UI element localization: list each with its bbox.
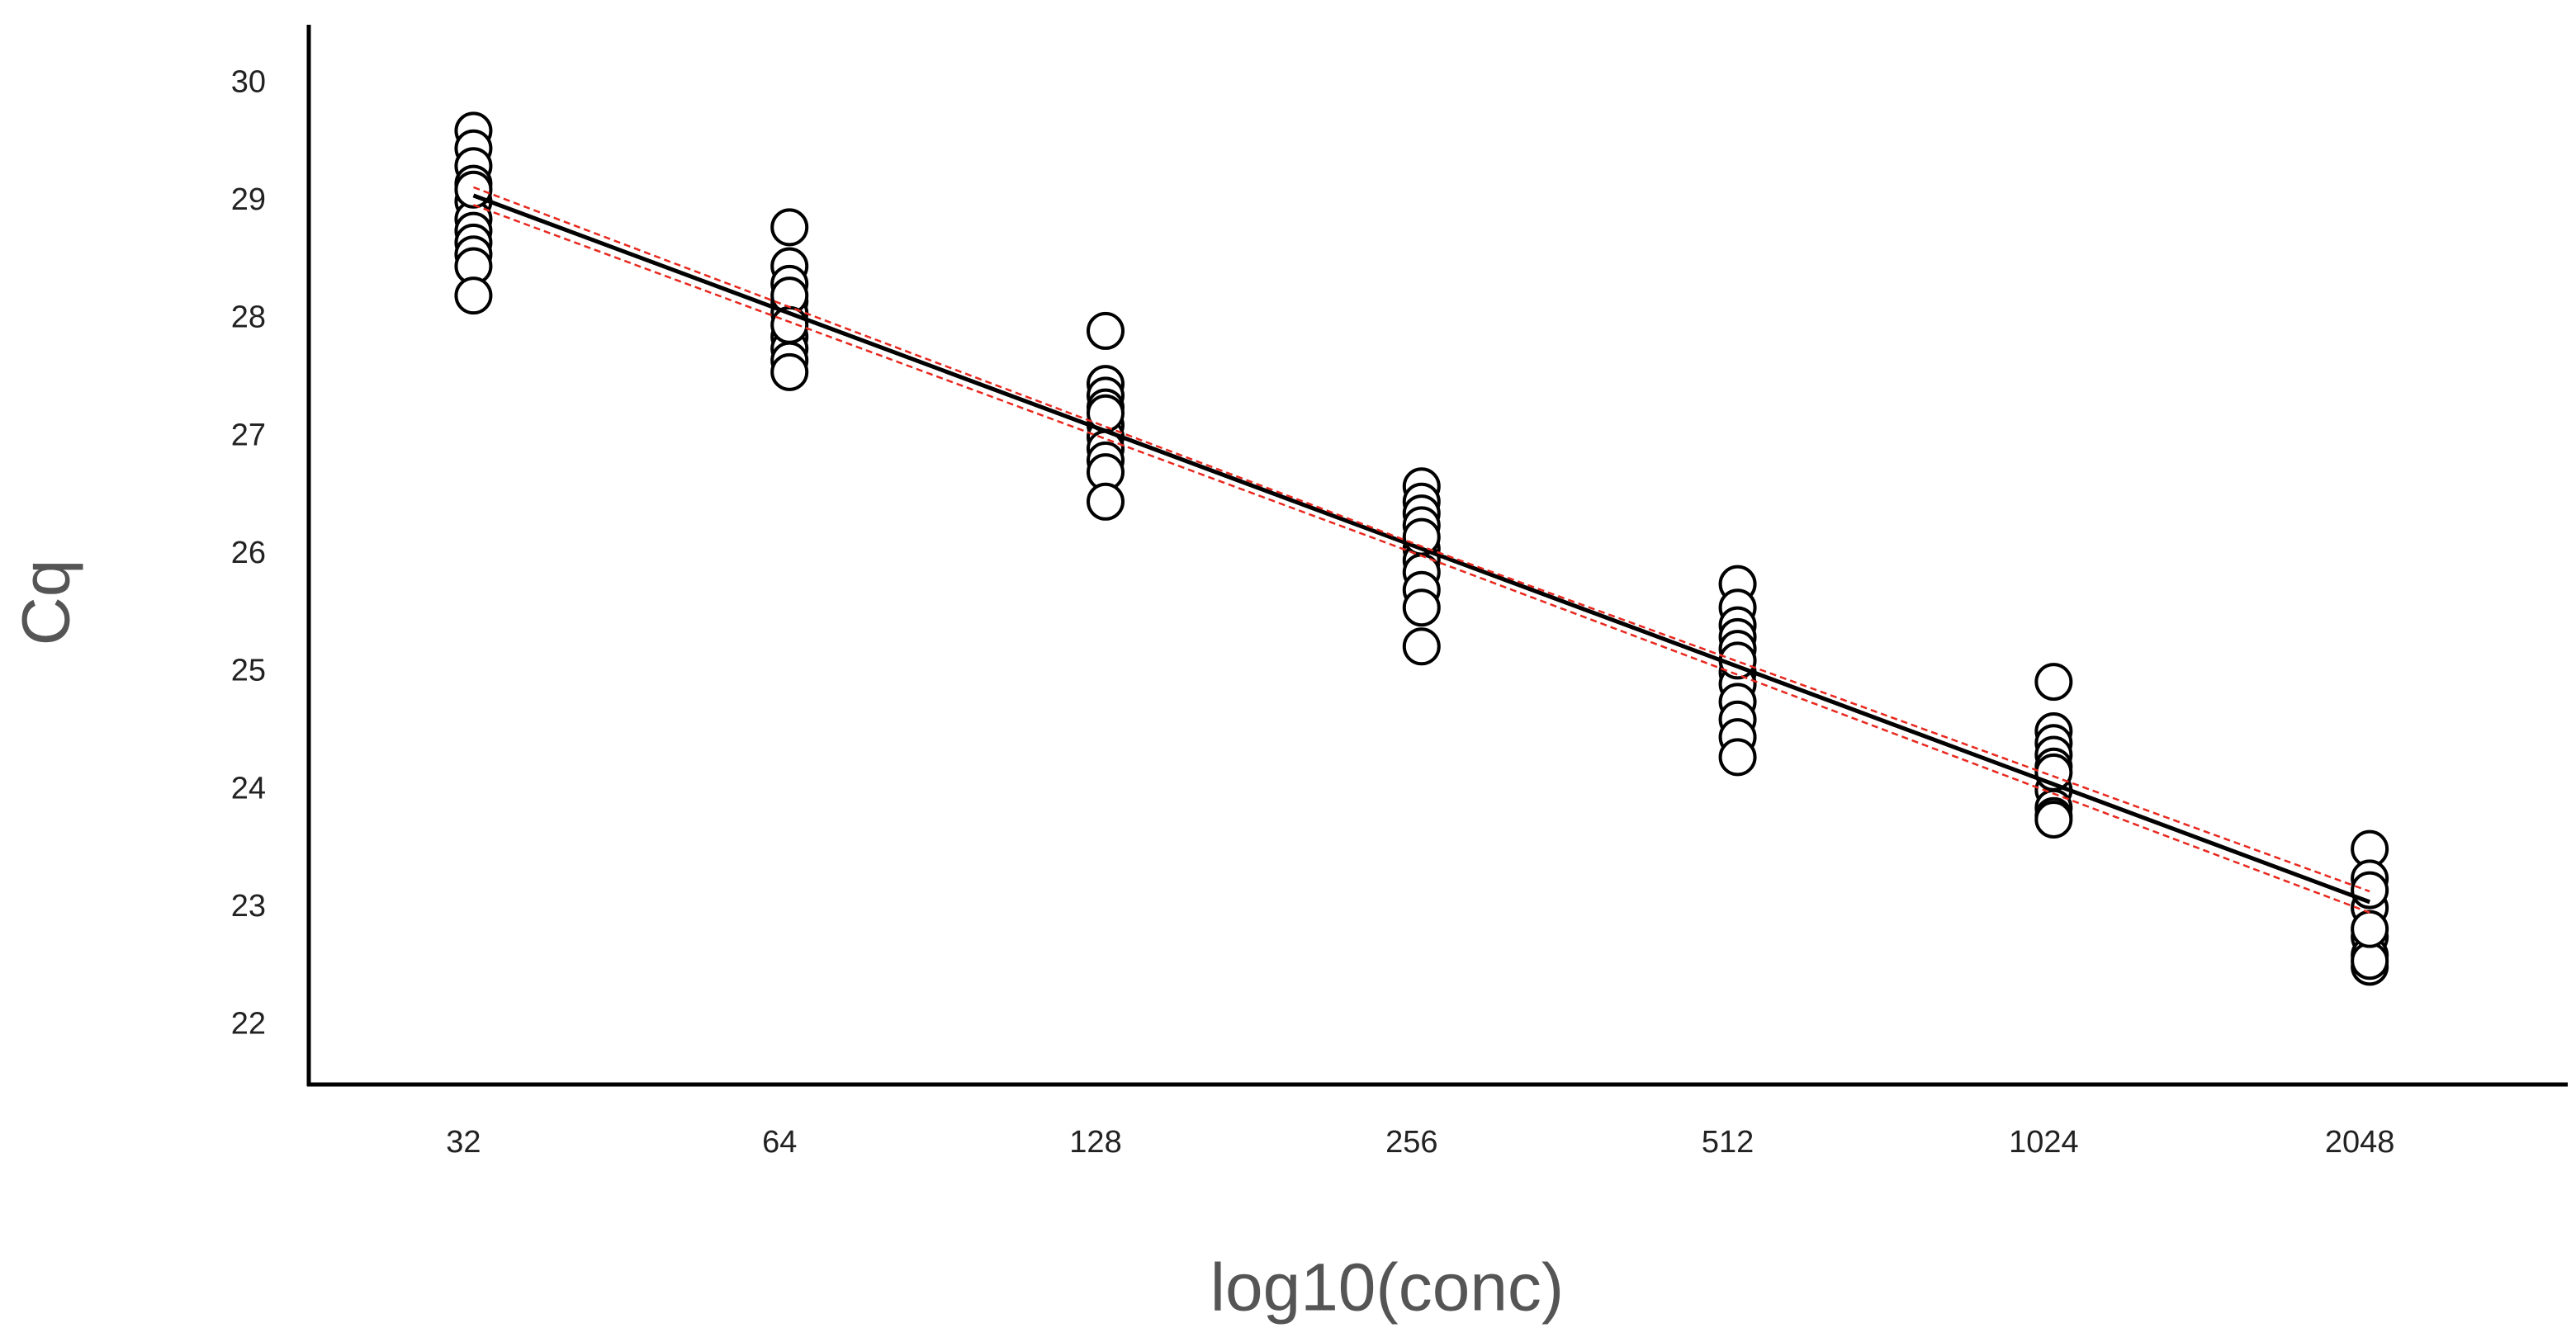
point	[770, 208, 809, 247]
x-axis-title: log10(conc)	[1210, 1250, 1564, 1325]
confidence-line	[472, 186, 2370, 893]
x-tick-label: 256	[1385, 1125, 1437, 1160]
point	[2034, 663, 2073, 702]
point	[1718, 738, 1757, 777]
point	[1087, 311, 1125, 350]
point	[2034, 801, 2073, 839]
y-tick-label: 29	[231, 182, 266, 217]
x-tick-label: 128	[1069, 1125, 1121, 1160]
point	[2351, 942, 2389, 981]
x-tick-label: 2048	[2325, 1125, 2395, 1160]
y-tick-label: 27	[231, 418, 266, 452]
x-tick-label: 64	[762, 1125, 797, 1160]
y-tick-label: 24	[231, 771, 266, 806]
point	[1402, 627, 1441, 666]
y-tick-label: 28	[231, 300, 266, 335]
point	[454, 276, 493, 315]
x-tick-label: 1024	[2009, 1125, 2079, 1160]
y-tick-label: 23	[231, 889, 266, 924]
y-tick-label: 22	[231, 1007, 266, 1042]
confidence-line	[473, 204, 2370, 914]
point	[770, 352, 809, 391]
y-tick-label: 26	[231, 536, 266, 570]
fit-line	[472, 193, 2371, 905]
point	[1402, 588, 1441, 627]
point	[1087, 482, 1125, 521]
y-axis-title: Cq	[9, 560, 84, 646]
point	[2351, 871, 2389, 910]
y-tick-label: 30	[231, 64, 266, 99]
x-tick-label: 512	[1702, 1125, 1754, 1160]
x-tick-label: 32	[446, 1125, 481, 1160]
y-tick-label: 25	[231, 654, 266, 688]
point	[2351, 910, 2389, 948]
